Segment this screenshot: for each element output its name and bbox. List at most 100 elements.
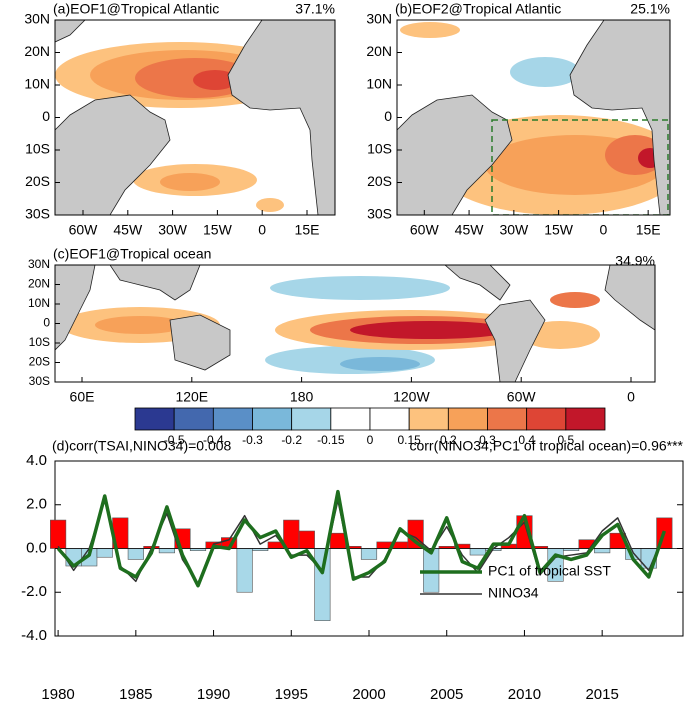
map-y-label: 30S [25,206,50,222]
bar [314,548,331,621]
map-x-label: 15E [295,222,320,238]
map-x-label: 60W [410,222,440,238]
colorbar-label: 0 [367,433,374,447]
colorbar-label: -0.15 [317,433,345,447]
colorbar-box [173,407,214,431]
colorbar-box [565,407,606,431]
chart-subtitle: corr(NINO34,PC1 of tropical ocean)=0.96*… [409,438,683,454]
bar [96,548,113,558]
map-y-label: 30N [366,11,392,27]
map-y-label: 30S [367,206,392,222]
map-x-label: 0 [599,222,607,238]
colorbar-label: 0.15 [397,433,421,447]
map-x-label: 180 [290,389,314,405]
colorbar-label: -0.4 [203,433,224,447]
x-tick-label: 1980 [41,686,74,703]
map-x-label: 30W [499,222,529,238]
bar [594,548,611,554]
map-x-label: 0 [258,222,266,238]
map-c [55,265,655,382]
colorbar-box [408,407,449,431]
colorbar-box [252,407,293,431]
x-tick-label: 2015 [585,686,618,703]
map-y-label: 0 [43,316,50,330]
colorbar-box [447,407,488,431]
bar [329,532,346,549]
map-y-label: 10N [28,296,50,310]
y-tick-label: -4.0 [21,627,47,644]
y-tick-label: 2.0 [26,496,47,513]
colorbar-label: 0.4 [518,433,535,447]
map-y-label: 30S [29,374,50,388]
map-y-label: 20N [366,43,392,59]
map-x-label: 120E [175,389,208,405]
colorbar-label: 0.3 [479,433,496,447]
colorbar-box [487,407,528,431]
colorbar-box [134,407,175,431]
bar [158,548,175,554]
panel-title: (c)EOF1@Tropical ocean [53,246,211,262]
x-tick-label: 1995 [275,686,308,703]
y-tick-label: -2.0 [21,583,47,600]
bar [127,548,144,560]
map-a [55,20,335,215]
colorbar-box [369,407,410,431]
x-tick-label: 2005 [430,686,463,703]
bar [283,519,300,549]
panel-variance: 25.1% [630,1,670,17]
y-tick-label: 4.0 [26,452,47,469]
map-y-label: 0 [384,108,392,124]
x-tick-label: 1985 [119,686,152,703]
colorbar-label: -0.2 [281,433,302,447]
x-tick-label: 2000 [352,686,385,703]
line [56,489,667,588]
legend-label: NINO34 [488,585,539,601]
bar [50,519,67,549]
x-tick-label: 1990 [197,686,230,703]
map-y-label: 20S [29,355,50,369]
map-x-label: 15W [203,222,233,238]
bar [360,548,378,560]
map-y-label: 10N [366,76,392,92]
panel-variance: 34.9% [615,253,655,269]
bar [469,548,486,556]
map-y-label: 0 [42,108,50,124]
map-y-label: 10S [25,141,50,157]
map-y-label: 20N [24,43,50,59]
map-x-label: 30W [158,222,188,238]
map-x-label: 45W [455,222,485,238]
x-tick-label: 2010 [508,686,541,703]
colorbar-label: 0.2 [440,433,457,447]
chart-title: (d)corr(TSAI,NINO34)=0.008 [52,438,232,454]
colorbar-box [526,407,567,431]
map-x-label: 15W [544,222,574,238]
panel-title: (b)EOF2@Tropical Atlantic [395,1,561,17]
map-y-label: 30N [24,11,50,27]
colorbar-label: -0.5 [164,433,185,447]
map-x-label: 120W [393,389,430,405]
map-y-label: 10N [24,76,50,92]
map-x-label: 60W [507,389,537,405]
y-tick-label: 0.0 [26,539,47,556]
colorbar-box [291,407,332,431]
map-y-label: 20S [367,173,392,189]
map-y-label: 20S [25,173,50,189]
legend-label: PC1 of tropical SST [488,563,611,579]
map-x-label: 60W [69,222,99,238]
colorbar-label: 0.5 [557,433,574,447]
colorbar-box [330,407,371,431]
map-x-label: 15E [636,222,661,238]
map-y-label: 10S [29,335,50,349]
map-x-label: 60E [70,389,95,405]
bar [236,548,253,593]
map-x-label: 0 [627,389,635,405]
panel-variance: 37.1% [295,1,335,17]
map-y-label: 10S [367,141,392,157]
map-b [397,20,670,215]
colorbar-label: -0.3 [242,433,263,447]
panel-title: (a)EOF1@Tropical Atlantic [53,1,219,17]
map-y-label: 20N [28,277,50,291]
map-y-label: 30N [28,257,50,271]
map-x-label: 45W [113,222,143,238]
